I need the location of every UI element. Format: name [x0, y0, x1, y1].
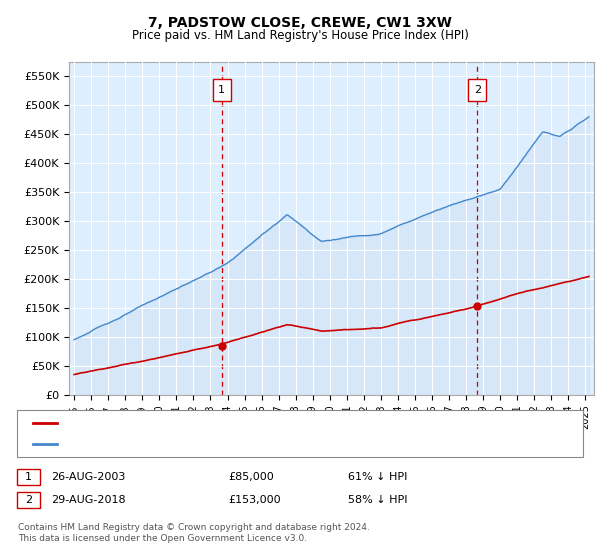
Text: 29-AUG-2018: 29-AUG-2018	[51, 495, 125, 505]
Text: 7, PADSTOW CLOSE, CREWE, CW1 3XW (detached house): 7, PADSTOW CLOSE, CREWE, CW1 3XW (detach…	[63, 418, 384, 428]
Text: 2: 2	[473, 85, 481, 95]
Text: 61% ↓ HPI: 61% ↓ HPI	[348, 472, 407, 482]
Text: 1: 1	[25, 472, 32, 482]
Text: Price paid vs. HM Land Registry's House Price Index (HPI): Price paid vs. HM Land Registry's House …	[131, 29, 469, 42]
Text: 26-AUG-2003: 26-AUG-2003	[51, 472, 125, 482]
Text: 7, PADSTOW CLOSE, CREWE, CW1 3XW: 7, PADSTOW CLOSE, CREWE, CW1 3XW	[148, 16, 452, 30]
Text: Contains HM Land Registry data © Crown copyright and database right 2024.: Contains HM Land Registry data © Crown c…	[18, 523, 370, 532]
Text: This data is licensed under the Open Government Licence v3.0.: This data is licensed under the Open Gov…	[18, 534, 307, 543]
Text: £153,000: £153,000	[228, 495, 281, 505]
Text: HPI: Average price, detached house, Cheshire East: HPI: Average price, detached house, Ches…	[63, 438, 346, 449]
Text: £85,000: £85,000	[228, 472, 274, 482]
Text: 1: 1	[218, 85, 225, 95]
Text: 2: 2	[25, 495, 32, 505]
Text: 58% ↓ HPI: 58% ↓ HPI	[348, 495, 407, 505]
